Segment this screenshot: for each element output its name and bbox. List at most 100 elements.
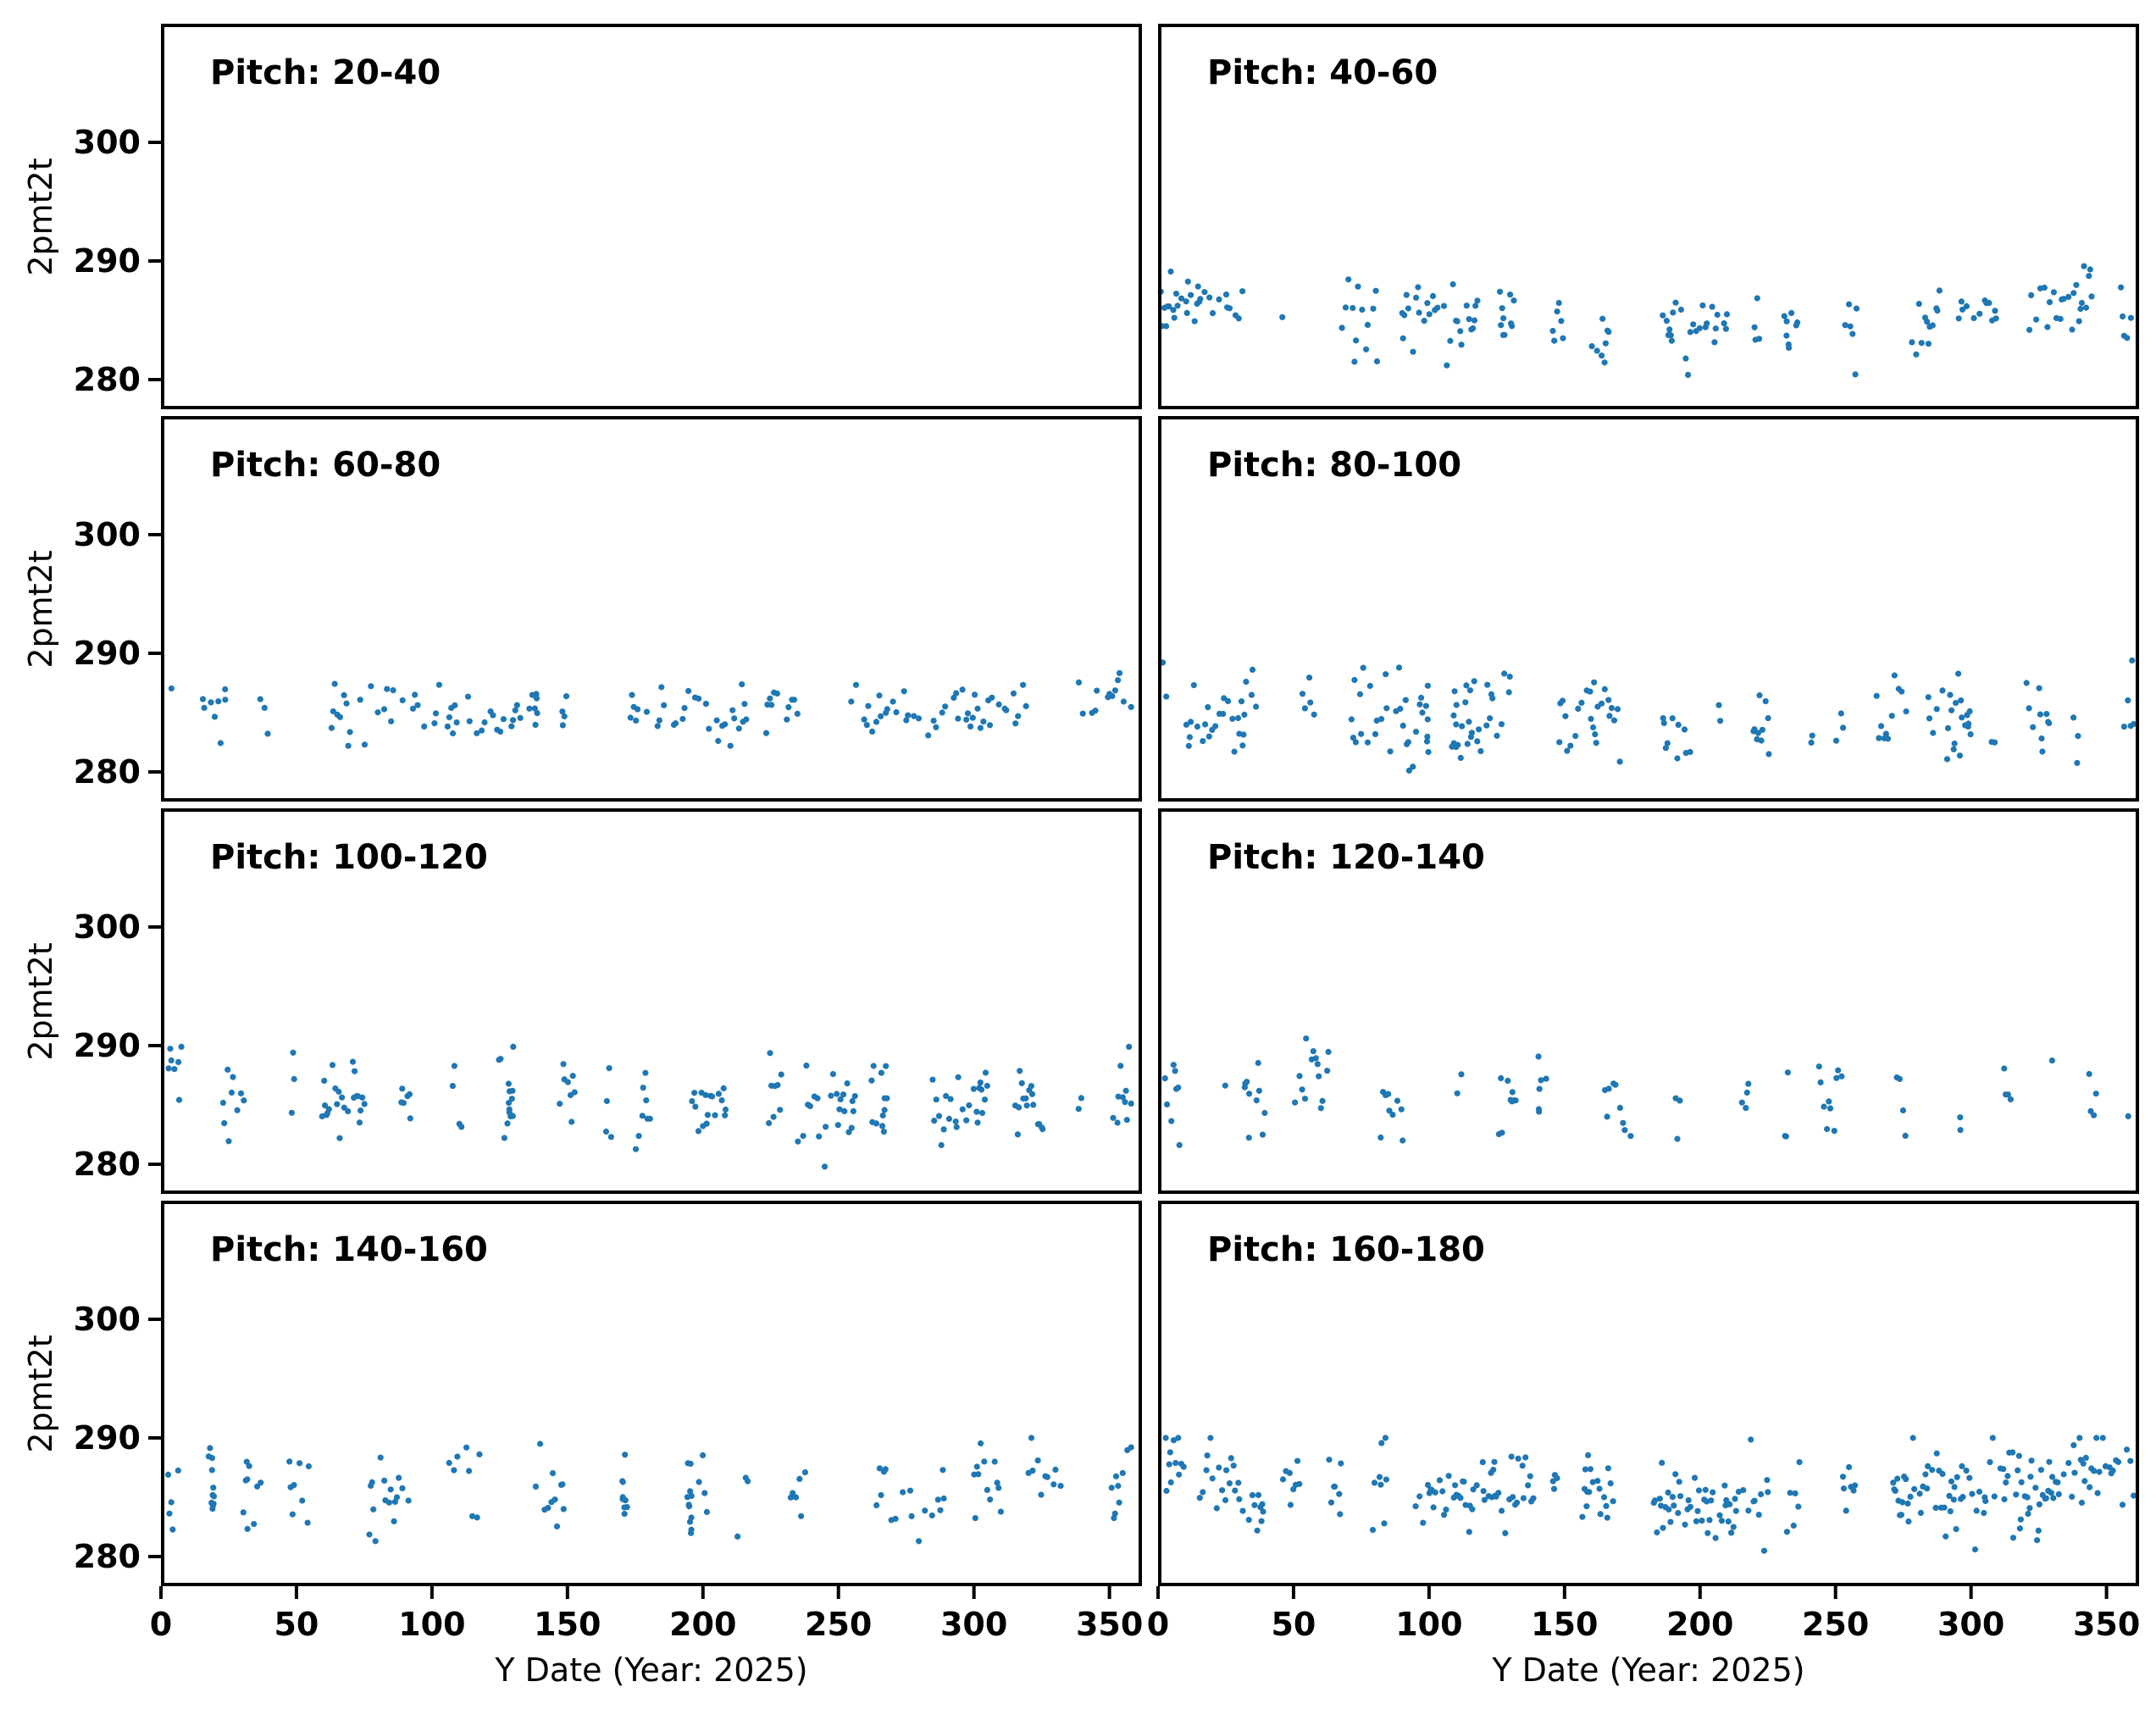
scatter-point	[1752, 336, 1759, 343]
x-tick-label: 250	[1802, 1606, 1870, 1643]
scatter-point	[621, 1504, 628, 1511]
scatter-point	[241, 1097, 247, 1104]
scatter-point	[1840, 1485, 1848, 1492]
scatter-point	[1184, 278, 1191, 285]
scatter-point	[1621, 1127, 1628, 1134]
scatter-point	[1164, 1101, 1171, 1107]
scatter-point	[2060, 296, 2067, 302]
scatter-point	[984, 1486, 990, 1493]
scatter-point	[1183, 721, 1189, 728]
scatter-point	[1710, 1489, 1716, 1496]
scatter-point	[1590, 724, 1597, 731]
scatter-point	[390, 687, 396, 694]
scatter-point	[299, 1497, 306, 1504]
scatter-point	[1306, 674, 1313, 681]
scatter-point	[1373, 358, 1381, 365]
scatter-point	[1958, 298, 1965, 305]
scatter-point	[687, 1488, 694, 1495]
scatter-point	[2087, 266, 2093, 273]
scatter-point	[1168, 1118, 1175, 1124]
scatter-point	[1956, 752, 1964, 759]
y-tick-label: 290	[73, 242, 141, 280]
scatter-point	[1439, 1488, 1446, 1495]
scatter-point	[1410, 348, 1416, 355]
scatter-point	[2050, 1495, 2057, 1501]
scatter-point	[289, 1511, 296, 1518]
scatter-point	[2074, 759, 2081, 766]
scatter-point	[1660, 1524, 1666, 1531]
scatter-point	[1449, 280, 1456, 288]
scatter-point	[1591, 679, 1598, 685]
scatter-point	[2127, 314, 2134, 321]
scatter-point	[1376, 1474, 1383, 1480]
scatter-point	[1556, 739, 1563, 746]
scatter-point	[1604, 1514, 1610, 1521]
scatter-point	[165, 1065, 172, 1072]
scatter-point	[1745, 1080, 1752, 1087]
scatter-point	[1610, 717, 1618, 724]
scatter-point	[935, 1113, 943, 1119]
scatter-point	[244, 1476, 251, 1483]
scatter-points	[1162, 1435, 2137, 1554]
scatter-point	[458, 1124, 465, 1130]
scatter-point	[1685, 1497, 1692, 1504]
x-tick-label: 50	[274, 1606, 319, 1643]
scatter-point	[1735, 1489, 1742, 1496]
scatter-point	[553, 1523, 561, 1529]
scatter-point	[393, 1494, 401, 1501]
scatter-point	[978, 1109, 986, 1117]
axes-frame	[1158, 1201, 2139, 1586]
scatter-point	[1226, 1480, 1233, 1487]
scatter-point	[1794, 319, 1801, 326]
scatter-point	[2069, 326, 2076, 333]
scatter-point	[1167, 1449, 1173, 1456]
scatter-point	[1258, 1518, 1265, 1524]
scatter-point	[334, 1101, 341, 1107]
scatter-point	[2033, 316, 2040, 323]
scatter-point	[1034, 1457, 1041, 1464]
scatter-point	[893, 709, 900, 716]
scatter-point	[1965, 723, 1971, 730]
scatter-point	[1197, 296, 1204, 302]
panel-pitch-160-180: Pitch: 160-180	[1156, 1201, 2139, 1599]
scatter-point	[903, 717, 910, 724]
scatter-point	[908, 1512, 915, 1519]
scatter-point	[330, 708, 336, 715]
scatter-point	[1500, 315, 1507, 322]
scatter-point	[768, 702, 775, 708]
scatter-point	[561, 713, 568, 719]
scatter-point	[1260, 1508, 1266, 1515]
scatter-point	[215, 698, 222, 705]
scatter-point	[1116, 1499, 1122, 1506]
scatter-point	[1947, 691, 1954, 698]
scatter-point	[1120, 698, 1127, 705]
scatter-point	[773, 690, 781, 697]
scatter-point	[994, 1479, 1000, 1486]
scatter-point	[1251, 1501, 1258, 1508]
scatter-point	[1231, 748, 1238, 755]
scatter-point	[451, 1063, 457, 1069]
x-tick-label: 150	[1531, 1606, 1599, 1643]
scatter-point	[1687, 1503, 1693, 1510]
scatter-point	[1458, 341, 1465, 348]
scatter-point	[1377, 1134, 1384, 1141]
scatter-point	[388, 718, 395, 724]
x-tick-label: 150	[534, 1606, 601, 1643]
scatter-point	[1599, 352, 1605, 359]
scatter-point	[727, 742, 734, 749]
scatter-point	[1039, 1126, 1046, 1133]
scatter-point	[1605, 1465, 1611, 1472]
scatter-point	[1378, 716, 1385, 723]
scatter-point	[405, 1497, 412, 1504]
scatter-point	[1499, 1129, 1505, 1136]
scatter-point	[790, 697, 798, 703]
scatter-point	[2036, 685, 2042, 691]
scatter-point	[1254, 1527, 1261, 1534]
scatter-point	[1115, 677, 1122, 684]
scatter-point	[210, 1501, 217, 1507]
scatter-point	[1508, 1097, 1515, 1104]
y-axis-label: 2pmt2t	[22, 549, 59, 669]
scatter-point	[1445, 1473, 1452, 1479]
scatter-point	[1782, 1133, 1789, 1140]
scatter-point	[237, 1090, 245, 1096]
